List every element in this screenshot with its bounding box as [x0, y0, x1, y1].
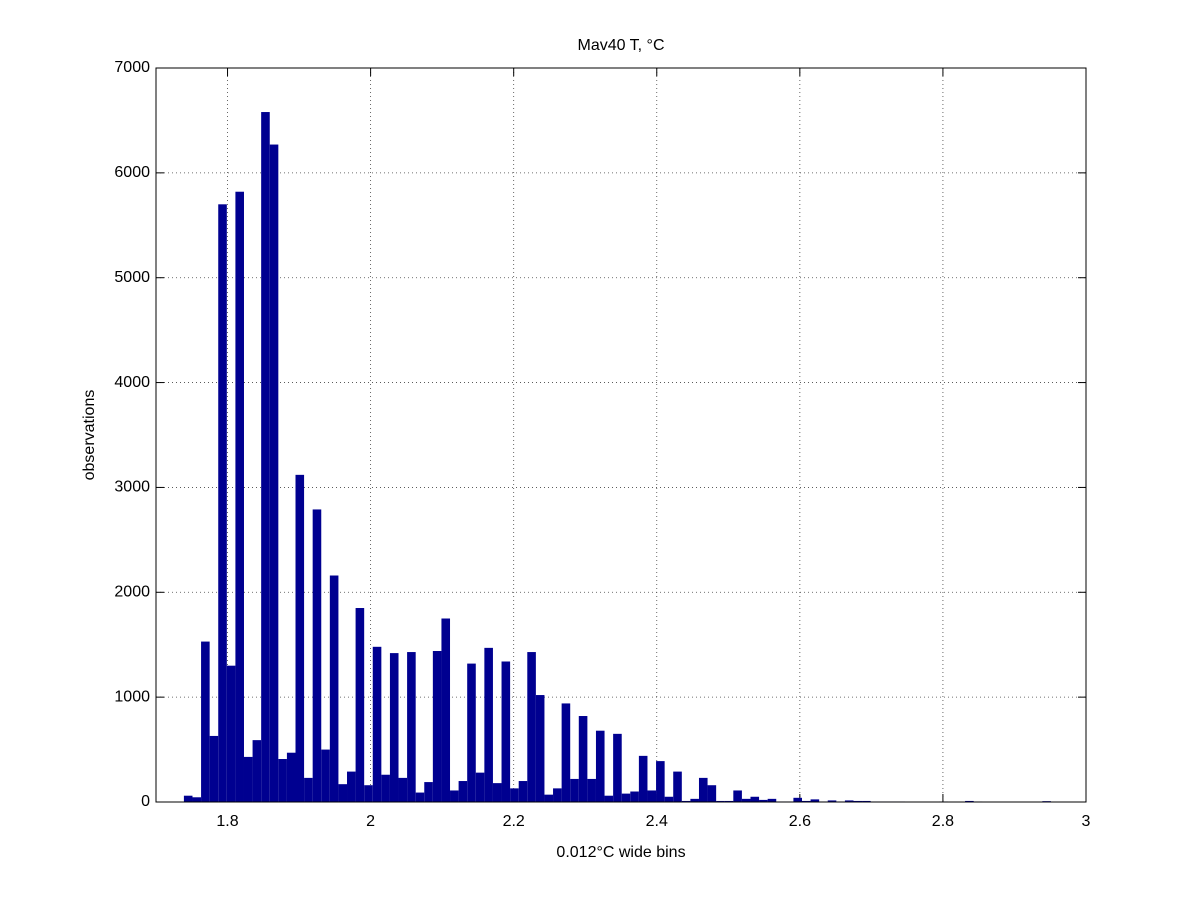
- bar: [475, 772, 485, 802]
- bar: [312, 509, 322, 802]
- x-tick-label: 2.8: [932, 813, 954, 830]
- bar: [209, 735, 219, 802]
- bar: [630, 791, 639, 802]
- bar: [844, 800, 854, 802]
- x-tick-label: 1.8: [216, 813, 238, 830]
- bar: [698, 777, 708, 802]
- y-tick-label: 1000: [114, 688, 150, 705]
- bar: [389, 653, 399, 802]
- bar: [518, 781, 528, 802]
- x-tick-label: 2.4: [646, 813, 668, 830]
- bar: [381, 774, 390, 802]
- bar: [424, 782, 433, 802]
- bar: [801, 800, 811, 802]
- bar: [407, 652, 416, 802]
- bar: [347, 771, 356, 802]
- bar: [252, 740, 262, 802]
- bar: [647, 790, 657, 802]
- bar: [243, 756, 253, 802]
- y-tick-label: 3000: [114, 479, 150, 496]
- bar: [767, 798, 777, 802]
- y-axis-label: observations: [81, 390, 98, 481]
- bar: [501, 661, 511, 802]
- bar: [286, 752, 296, 802]
- bar: [355, 608, 365, 802]
- bar: [535, 695, 545, 802]
- bar: [673, 771, 682, 802]
- bar: [827, 800, 837, 802]
- bar: [724, 800, 734, 802]
- bar: [595, 730, 605, 802]
- bar: [810, 799, 820, 802]
- bar: [604, 795, 614, 802]
- bar: [278, 759, 287, 802]
- bar: [741, 798, 751, 802]
- bar: [467, 663, 476, 802]
- bar: [450, 790, 459, 802]
- bar: [329, 575, 339, 802]
- y-tick-label: 7000: [114, 59, 150, 76]
- bar: [862, 800, 871, 802]
- x-tick-label: 2.2: [503, 813, 525, 830]
- bar: [853, 800, 863, 802]
- bar: [613, 733, 622, 802]
- bar: [750, 796, 760, 802]
- bar: [561, 703, 571, 802]
- bar: [578, 716, 588, 802]
- plot-frame: [155, 67, 1087, 803]
- y-tick-label: 5000: [114, 269, 150, 286]
- bar: [510, 788, 519, 802]
- bar: [201, 641, 210, 802]
- bar: [527, 652, 536, 802]
- bar: [364, 785, 373, 802]
- bar: [321, 749, 330, 802]
- bar: [492, 783, 502, 802]
- y-tick-label: 6000: [114, 164, 150, 181]
- bar: [226, 665, 236, 802]
- bar: [372, 646, 382, 802]
- bar: [338, 784, 348, 802]
- bar: [664, 796, 674, 802]
- x-tick-label: 2: [366, 813, 375, 830]
- bar: [621, 793, 631, 802]
- x-tick-label: 2.6: [789, 813, 811, 830]
- y-tick-label: 2000: [114, 584, 150, 601]
- chart-title: Mav40 T, °C: [577, 37, 664, 54]
- bar: [681, 800, 691, 802]
- bar: [733, 790, 742, 802]
- y-tick-label: 4000: [114, 374, 150, 391]
- bar: [965, 800, 974, 802]
- bar: [759, 799, 768, 802]
- bar: [441, 618, 451, 802]
- bar: [304, 777, 313, 802]
- bar: [269, 144, 279, 802]
- x-tick-label: 3: [1082, 813, 1091, 830]
- bar: [261, 112, 270, 803]
- bar: [458, 781, 468, 802]
- bar: [638, 755, 648, 802]
- bar: [793, 797, 802, 802]
- bar: [656, 761, 665, 802]
- x-axis-label: 0.012°C wide bins: [556, 844, 685, 861]
- bar: [183, 795, 193, 802]
- bar: [398, 777, 408, 802]
- bar: [707, 785, 717, 802]
- bar: [544, 794, 554, 802]
- bar: [690, 798, 699, 802]
- bar: [218, 204, 227, 803]
- bar: [553, 788, 562, 802]
- bar: [192, 797, 202, 802]
- bar: [295, 474, 305, 802]
- bar: [716, 800, 725, 802]
- y-tick-label: 0: [141, 793, 150, 810]
- bar: [484, 647, 493, 802]
- bar: [587, 778, 596, 802]
- bar: [570, 778, 579, 802]
- bar: [415, 792, 425, 802]
- bar: [235, 191, 244, 802]
- bar: [432, 651, 442, 802]
